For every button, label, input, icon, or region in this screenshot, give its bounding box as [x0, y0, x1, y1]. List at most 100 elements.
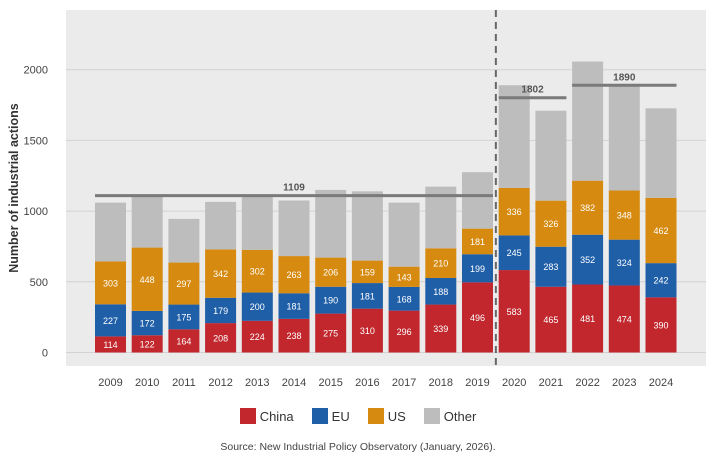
data-label: 297 [176, 279, 191, 289]
legend-label: EU [331, 408, 350, 424]
bar-segment-eu [131, 310, 163, 336]
x-tick-label: 2023 [612, 377, 636, 389]
data-label: 465 [543, 315, 558, 325]
data-label: 181 [360, 291, 375, 301]
data-label: 181 [470, 237, 485, 247]
data-label: 302 [250, 267, 265, 277]
bar-segment-eu [278, 293, 310, 319]
data-label: 208 [213, 333, 228, 343]
bar-segment-us [645, 197, 677, 264]
bar-segment-other [315, 189, 347, 258]
bar-segment-other [608, 83, 640, 191]
bar-segment-us [278, 256, 310, 294]
bar-segment-us [351, 260, 383, 284]
bar-segment-other [168, 218, 200, 263]
bar-segment-china [315, 313, 347, 353]
data-label: 352 [580, 255, 595, 265]
bar-segment-china [425, 304, 457, 353]
bar-segment-eu [351, 283, 383, 309]
bar-segment-china [608, 285, 640, 353]
legend-item: US [367, 408, 406, 424]
data-label: 275 [323, 329, 338, 339]
bar-segment-china [241, 320, 273, 353]
x-tick-label: 2021 [539, 377, 563, 389]
bar-segment-china [498, 270, 530, 353]
data-label: 496 [470, 313, 485, 323]
legend-swatch [367, 408, 384, 424]
bar-segment-us [315, 257, 347, 287]
y-tick-label: 2000 [24, 65, 48, 77]
data-label: 245 [507, 248, 522, 258]
data-label: 122 [140, 339, 155, 349]
x-tick-label: 2009 [98, 377, 122, 389]
data-label: 164 [176, 336, 191, 346]
bar-segment-other [205, 201, 237, 250]
bar-segment-eu [95, 304, 126, 337]
legend-swatch [311, 408, 328, 424]
data-label: 448 [140, 275, 155, 285]
x-tick-label: 2012 [208, 377, 232, 389]
bar-segment-china [645, 297, 677, 353]
data-label: 199 [470, 264, 485, 274]
bar-segment-eu [168, 304, 200, 330]
bar-segment-eu [535, 246, 567, 287]
data-label: 181 [286, 302, 301, 312]
data-label: 263 [286, 270, 301, 280]
legend-item: Other [423, 408, 476, 424]
bar-segment-us [95, 261, 126, 305]
legend-swatch [423, 408, 440, 424]
bar-segment-china [351, 308, 383, 353]
legend-item: China [239, 408, 294, 424]
bar-segment-us [425, 248, 457, 278]
bar-segment-eu [572, 234, 604, 285]
bar-segment-china [205, 323, 237, 353]
data-label: 238 [286, 331, 301, 341]
bar-segment-other [498, 85, 530, 188]
bar-segment-other [241, 195, 273, 250]
data-label: 296 [397, 327, 412, 337]
data-label: 206 [323, 268, 338, 278]
bar-segment-other [462, 172, 493, 229]
bar-segment-eu [645, 263, 677, 298]
stacked-bar-chart: 114 227 303 122 172 448 164 175 297 208 179 342 224 2… [7, 10, 706, 389]
legend: China EU US Other [0, 406, 716, 426]
y-tick-label: 500 [30, 277, 48, 289]
bar-segment-eu [315, 286, 347, 314]
bar-segment-eu [241, 292, 273, 321]
data-label: 143 [397, 272, 412, 282]
bar-segment-other [535, 110, 567, 201]
data-label: 242 [653, 276, 668, 286]
bar-segment-eu [388, 286, 420, 311]
legend-label: China [259, 408, 294, 424]
data-label: 339 [433, 324, 448, 334]
x-tick-label: 2024 [649, 377, 673, 389]
bar-segment-eu [608, 239, 640, 286]
x-tick-label: 2020 [502, 377, 526, 389]
data-label: 172 [140, 319, 155, 329]
data-label: 324 [617, 258, 632, 268]
y-tick-label: 1500 [24, 135, 48, 147]
average-label: 1109 [283, 183, 305, 194]
average-label: 1802 [521, 85, 544, 96]
x-tick-label: 2010 [135, 377, 159, 389]
x-tick-label: 2017 [392, 377, 416, 389]
bar-segment-china [278, 318, 310, 353]
bar-segment-us [498, 187, 530, 236]
data-label: 179 [213, 306, 228, 316]
data-label: 390 [653, 320, 668, 330]
y-axis-title: Number of industrial actions [7, 103, 21, 273]
bar-segment-other [572, 61, 604, 181]
data-label: 336 [507, 207, 522, 217]
data-label: 583 [507, 307, 522, 317]
bar-segment-other [278, 200, 310, 257]
data-label: 114 [103, 340, 117, 350]
y-tick-label: 1000 [24, 206, 48, 218]
data-label: 159 [360, 267, 375, 277]
data-label: 462 [653, 226, 668, 236]
bar-segment-us [608, 190, 640, 240]
data-label: 481 [580, 314, 595, 324]
bars: 114 227 303 122 172 448 164 175 297 208 179 342 224 2… [95, 61, 677, 353]
bar-segment-us [535, 200, 567, 247]
data-label: 190 [323, 296, 338, 306]
x-tick-label: 2014 [282, 377, 306, 389]
